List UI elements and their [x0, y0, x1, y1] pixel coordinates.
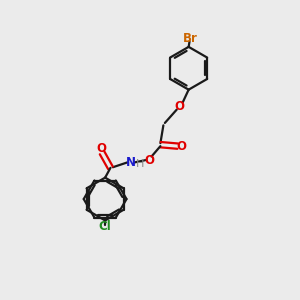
Text: O: O	[177, 140, 187, 153]
Text: N: N	[126, 156, 136, 169]
Text: O: O	[175, 100, 185, 112]
Text: O: O	[97, 142, 106, 155]
Text: Br: Br	[183, 32, 198, 45]
Text: H: H	[136, 159, 145, 169]
Text: O: O	[144, 154, 154, 166]
Text: Cl: Cl	[99, 220, 112, 233]
